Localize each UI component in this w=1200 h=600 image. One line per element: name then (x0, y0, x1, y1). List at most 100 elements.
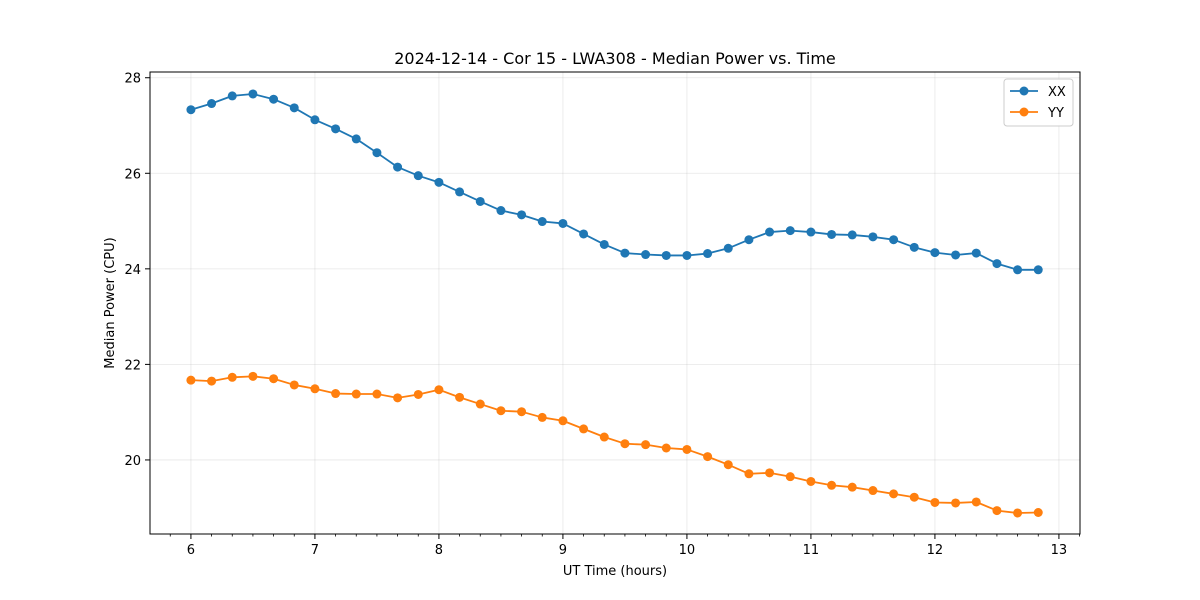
data-point-xx (289, 103, 299, 113)
data-point-yy (951, 498, 961, 508)
data-point-xx (971, 248, 981, 258)
data-point-xx (351, 134, 361, 144)
data-point-yy (269, 374, 279, 384)
data-point-xx (434, 177, 444, 187)
data-point-xx (744, 235, 754, 245)
data-point-xx (785, 226, 795, 236)
data-point-yy (496, 406, 506, 416)
data-point-yy (930, 497, 940, 507)
data-point-xx (827, 229, 837, 239)
y-tick-label: 22 (124, 358, 141, 373)
data-point-xx (930, 248, 940, 258)
data-point-xx (703, 249, 713, 259)
data-point-xx (248, 89, 258, 99)
data-point-xx (992, 259, 1002, 269)
data-point-xx (909, 242, 919, 252)
data-point-yy (413, 389, 423, 399)
data-point-xx (186, 105, 196, 115)
data-point-yy (1033, 508, 1043, 517)
data-point-xx (393, 162, 403, 172)
data-point-yy (682, 444, 692, 454)
data-point-xx (723, 243, 733, 253)
data-point-yy (351, 389, 361, 399)
data-point-yy (1013, 508, 1023, 518)
data-point-yy (227, 372, 237, 382)
data-point-yy (889, 489, 899, 499)
data-point-xx (1013, 265, 1023, 275)
plot-frame (149, 71, 1081, 535)
data-point-yy (744, 469, 754, 479)
data-point-yy (992, 506, 1002, 516)
x-axis-label: UT Time (hours) (563, 564, 667, 579)
data-point-xx (331, 124, 341, 134)
chart-title: 2024-12-14 - Cor 15 - LWA308 - Median Po… (394, 49, 836, 68)
data-point-yy (393, 393, 403, 403)
data-point-yy (248, 371, 258, 381)
data-point-xx (413, 171, 423, 181)
data-point-xx (227, 91, 237, 101)
x-tick-label: 11 (803, 543, 820, 558)
data-point-yy (641, 440, 651, 450)
x-tick-label: 12 (927, 543, 944, 558)
data-point-xx (310, 115, 320, 125)
data-point-xx (682, 250, 692, 260)
data-point-xx (496, 206, 506, 216)
legend-marker-yy (1019, 107, 1029, 117)
y-tick-label: 24 (124, 263, 141, 278)
data-point-xx (475, 196, 485, 206)
data-point-xx (806, 227, 816, 237)
data-point-yy (723, 460, 733, 470)
data-point-xx (269, 94, 279, 104)
data-point-xx (765, 227, 775, 237)
grid (150, 72, 1080, 534)
data-point-yy (909, 492, 919, 502)
data-point-yy (331, 389, 341, 399)
data-point-yy (847, 482, 857, 492)
data-point-xx (868, 232, 878, 242)
data-point-yy (186, 375, 196, 385)
legend-entry-xx: XX (1010, 85, 1066, 100)
data-point-yy (806, 476, 816, 486)
data-point-yy (517, 407, 527, 417)
data-point-yy (599, 432, 609, 442)
data-point-yy (455, 392, 465, 402)
x-tick-label: 9 (559, 543, 567, 558)
data-point-yy (620, 439, 630, 449)
x-tick-label: 8 (435, 543, 443, 558)
y-tick-label: 28 (124, 72, 141, 87)
y-axis-label: Median Power (CPU) (103, 237, 118, 368)
data-point-yy (785, 472, 795, 482)
data-point-xx (455, 187, 465, 197)
data-point-yy (765, 468, 775, 478)
data-point-yy (703, 452, 713, 462)
legend-label-xx: XX (1048, 85, 1066, 100)
data-point-xx (641, 250, 651, 260)
data-point-xx (847, 230, 857, 240)
data-point-xx (517, 210, 527, 220)
y-tick-label: 26 (124, 167, 141, 182)
data-point-yy (289, 380, 299, 390)
legend-label-yy: YY (1047, 106, 1064, 121)
legend-entry-yy: YY (1010, 106, 1064, 121)
data-point-xx (951, 250, 961, 260)
data-point-yy (372, 389, 382, 399)
data-point-yy (579, 424, 589, 434)
data-point-yy (310, 384, 320, 394)
legend-marker-xx (1019, 86, 1029, 96)
x-tick-label: 6 (187, 543, 195, 558)
data-point-yy (868, 486, 878, 496)
data-point-xx (889, 235, 899, 245)
y-tick-label: 20 (124, 454, 141, 469)
legend: XX YY (1003, 78, 1074, 127)
data-point-xx (1033, 265, 1043, 275)
data-point-yy (827, 480, 837, 490)
data-point-xx (661, 250, 671, 260)
series-layer (186, 89, 1043, 518)
data-point-yy (475, 399, 485, 409)
data-point-xx (558, 218, 568, 228)
data-point-yy (434, 385, 444, 395)
data-point-xx (579, 229, 589, 239)
data-point-yy (537, 412, 547, 422)
